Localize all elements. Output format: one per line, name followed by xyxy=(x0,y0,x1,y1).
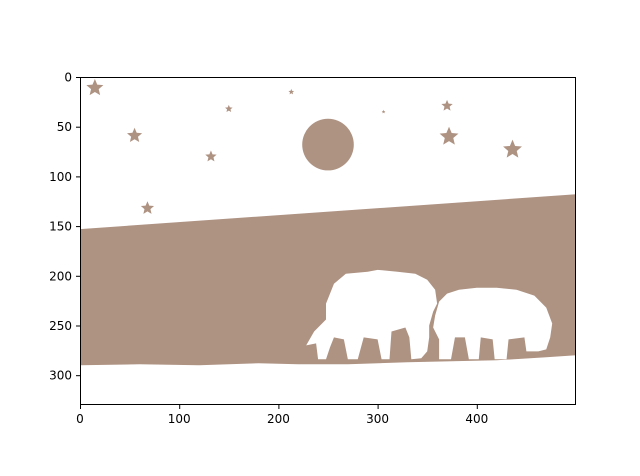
star xyxy=(225,104,233,113)
y-tick-label: 200 xyxy=(49,269,72,283)
y-tick-label: 100 xyxy=(49,170,72,184)
y-tick-label: 300 xyxy=(49,369,72,383)
y-axis: 0 50 100 150 200 250 300 xyxy=(49,71,80,383)
plot-area xyxy=(80,79,576,366)
star xyxy=(503,139,522,158)
moon xyxy=(302,118,354,171)
star xyxy=(140,201,155,214)
star xyxy=(288,88,295,95)
x-tick-label: 400 xyxy=(465,412,488,426)
star xyxy=(439,126,459,145)
y-tick-label: 250 xyxy=(49,319,72,333)
star xyxy=(205,150,217,162)
x-tick-label: 100 xyxy=(168,412,191,426)
y-tick-label: 0 xyxy=(64,71,72,85)
axes-frame xyxy=(80,77,576,405)
y-tick-label: 150 xyxy=(49,220,72,234)
star xyxy=(86,79,104,96)
x-axis: 0 100 200 300 400 xyxy=(76,405,488,426)
y-tick-label: 50 xyxy=(57,120,72,134)
x-tick-label: 300 xyxy=(366,412,389,426)
star xyxy=(441,99,453,111)
star xyxy=(127,127,143,143)
ground-silhouette xyxy=(80,194,576,366)
x-tick-label: 0 xyxy=(76,412,84,426)
x-tick-label: 200 xyxy=(267,412,290,426)
star xyxy=(381,109,386,114)
